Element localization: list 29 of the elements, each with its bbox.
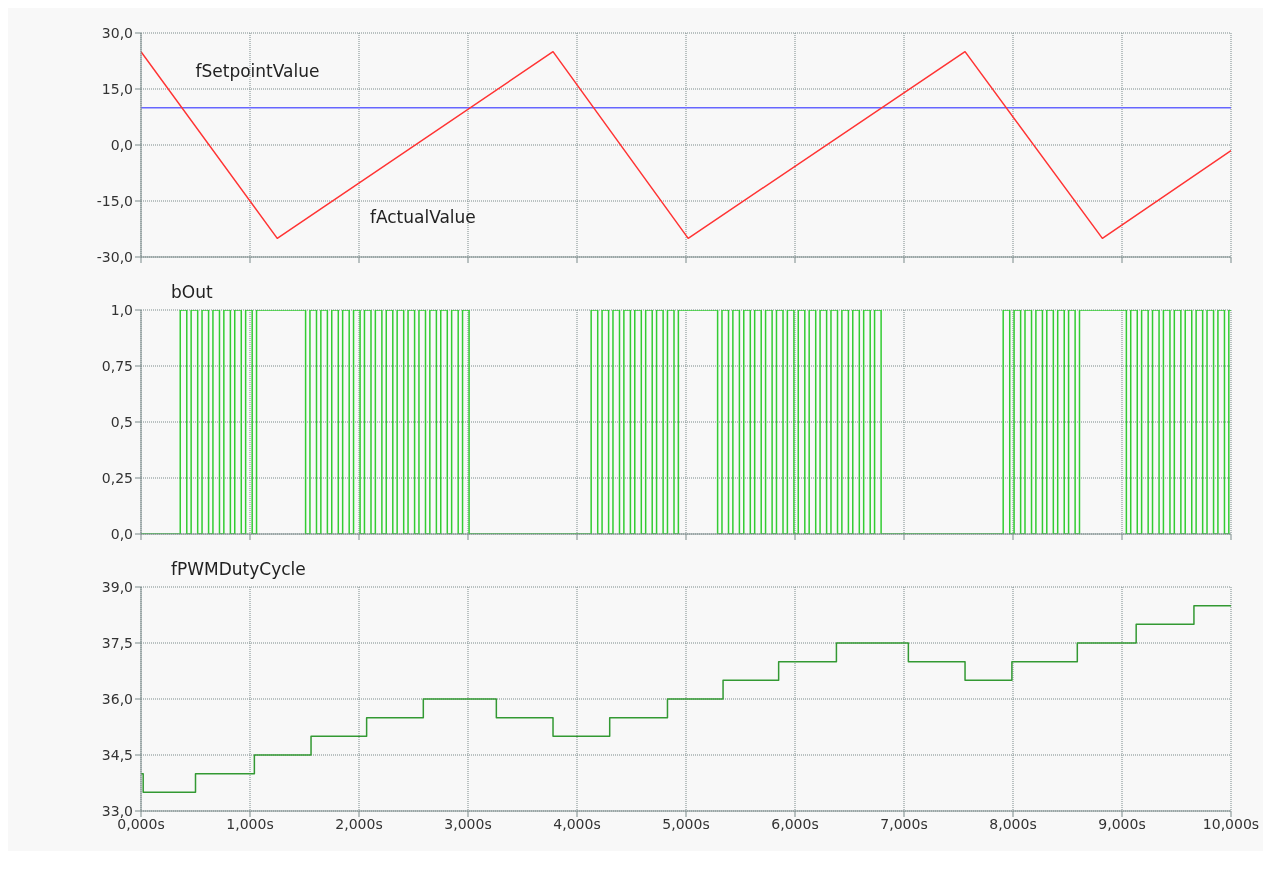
x-tick-label: 1,000s	[226, 815, 274, 832]
series-label: fSetpointValue	[195, 61, 320, 82]
y-tick-label: -15,0	[96, 192, 133, 209]
y-tick-label: 15,0	[101, 80, 133, 97]
y-tick-label: 1,0	[110, 301, 133, 318]
text: fPWMDutyCycle	[171, 559, 306, 579]
y-tick-label: 0,0	[110, 525, 133, 542]
x-tick-label: 9,000s	[1098, 815, 1146, 832]
series-label: fActualValue	[369, 206, 476, 227]
y-tick-label: 0,75	[101, 357, 133, 374]
x-tick-label: 4,000s	[553, 815, 601, 832]
x-tick-label: 10,000s	[1202, 815, 1260, 832]
y-tick-label: 39,0	[101, 578, 133, 595]
y-tick-label: 33,0	[101, 802, 133, 819]
x-tick-label: 5,000s	[662, 815, 710, 832]
y-tick-label: 0,5	[110, 413, 133, 430]
y-tick-label: 0,25	[101, 469, 133, 486]
x-tick-label: 3,000s	[444, 815, 492, 832]
y-tick-label: 36,0	[101, 690, 133, 707]
y-tick-label: 30,0	[101, 24, 133, 41]
x-tick-label: 6,000s	[771, 815, 819, 832]
x-tick-label: 8,000s	[989, 815, 1037, 832]
x-tick-label: 2,000s	[335, 815, 383, 832]
series-label: bOut	[171, 282, 213, 302]
x-tick-label: 7,000s	[880, 815, 928, 832]
y-tick-label: 0,0	[110, 136, 133, 153]
y-tick-label: 34,5	[101, 746, 133, 763]
y-tick-label: 37,5	[101, 634, 133, 651]
y-tick-label: -30,0	[96, 248, 133, 265]
